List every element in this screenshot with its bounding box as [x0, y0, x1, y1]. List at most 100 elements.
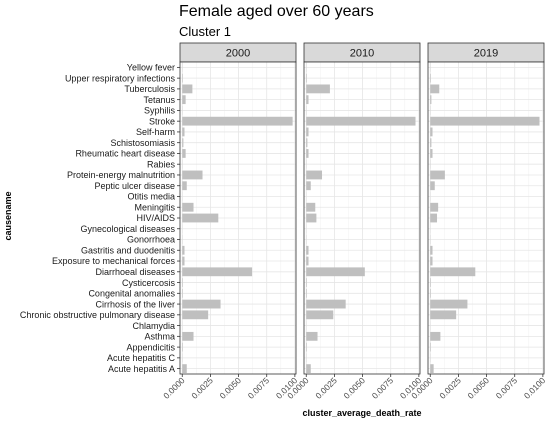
bar [430, 267, 476, 277]
category-label: Stroke [149, 116, 175, 126]
bar [306, 245, 309, 255]
bar [306, 299, 346, 309]
bar [306, 84, 330, 94]
x-axis-title: cluster_average_death_rate [302, 408, 421, 418]
bar [306, 342, 307, 352]
bar [306, 267, 365, 277]
x-tick-label: 0.0075 [246, 375, 272, 401]
bar [306, 288, 307, 298]
bar [182, 213, 219, 223]
category-label: Yellow fever [127, 63, 175, 73]
bar [182, 331, 194, 341]
bar [306, 213, 317, 223]
category-label: Diarrhoeal diseases [95, 267, 175, 277]
category-label: Congenital anomalies [88, 289, 175, 299]
bar [182, 364, 187, 374]
panel-border [303, 61, 421, 375]
bar [306, 116, 416, 126]
category-label: Schistosomiasis [110, 138, 175, 148]
category-label: Tetanus [143, 95, 175, 105]
y-axis-title: causename [3, 191, 13, 240]
category-label: Peptic ulcer disease [94, 181, 175, 191]
bar [306, 181, 311, 191]
facet-strip-label: 2000 [226, 48, 250, 60]
bar [430, 331, 441, 341]
bar [430, 278, 431, 287]
bar [182, 127, 185, 137]
x-tick-label: 0.0025 [313, 375, 339, 401]
bar [430, 364, 434, 374]
bar [430, 138, 432, 148]
bar [306, 310, 334, 320]
bar [430, 149, 433, 158]
bar [306, 149, 309, 158]
bar [306, 127, 309, 137]
bar [182, 288, 183, 298]
bar [430, 310, 457, 320]
bar [430, 170, 445, 180]
bar [430, 181, 435, 191]
category-label: Gastritis and duodenitis [81, 245, 176, 255]
bar [182, 256, 185, 266]
facet-strip-label: 2010 [350, 48, 374, 60]
bar [430, 116, 540, 126]
x-tick-label: 0.0000 [161, 375, 187, 401]
bar [182, 95, 186, 105]
bar [430, 256, 433, 266]
bar [430, 245, 433, 255]
panel-border [427, 61, 545, 375]
bar [182, 170, 203, 180]
chart-title: Female aged over 60 years [179, 3, 374, 20]
category-label: Chronic obstructive pulmonary disease [20, 310, 175, 320]
category-label: Cysticercosis [122, 278, 176, 288]
bar [182, 245, 185, 255]
chart-subtitle: Cluster 1 [179, 24, 231, 39]
bar [430, 84, 440, 94]
bar [306, 278, 307, 287]
x-tick-label: 0.0075 [370, 375, 396, 401]
x-tick-label: 0.0050 [466, 375, 492, 401]
category-label: Acute hepatitis A [108, 364, 175, 374]
category-label: Tuberculosis [124, 84, 175, 94]
bar [306, 256, 309, 266]
category-label: Syphilis [144, 106, 176, 116]
bar [182, 299, 221, 309]
x-tick-label: 0.0075 [494, 375, 520, 401]
x-tick-label: 0.0050 [218, 375, 244, 401]
bar [430, 299, 468, 309]
bar [306, 202, 316, 212]
category-label: Cirrhosis of the liver [95, 299, 175, 309]
category-label: Rabies [147, 159, 176, 169]
bar [306, 73, 307, 83]
x-tick-label: 0.0025 [189, 375, 215, 401]
bar [182, 278, 183, 287]
bar [306, 95, 309, 105]
bar [430, 127, 433, 137]
category-label: Gonorrhoea [127, 235, 175, 245]
bar [306, 138, 308, 148]
bar [182, 149, 186, 158]
category-label: Gynecological diseases [80, 224, 175, 234]
x-tick-label: 0.0100 [522, 375, 548, 401]
facet-strip-label: 2019 [474, 48, 498, 60]
bar [430, 213, 438, 223]
category-label: Acute hepatitis C [107, 353, 176, 363]
bar [430, 73, 431, 83]
category-label: Rheumatic heart disease [75, 149, 175, 159]
bar [306, 331, 318, 341]
bar [182, 138, 184, 148]
bar [182, 181, 187, 191]
category-label: Self-harm [136, 127, 175, 137]
bar [306, 364, 311, 374]
category-label: Appendicitis [126, 342, 175, 352]
x-tick-label: 0.0050 [342, 375, 368, 401]
x-tick-label: 0.0025 [437, 375, 463, 401]
category-label: Protein-energy malnutrition [67, 170, 175, 180]
bar [182, 267, 253, 277]
bar [182, 310, 209, 320]
category-label: HIV/AIDS [136, 213, 175, 223]
